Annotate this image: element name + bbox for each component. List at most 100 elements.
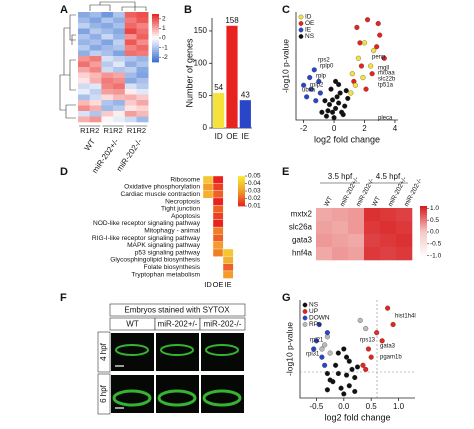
colorbar-tick-label: -1.0 bbox=[430, 252, 442, 259]
data-point bbox=[334, 94, 340, 100]
legend-swatch bbox=[302, 302, 308, 308]
colorbar-strip bbox=[152, 18, 159, 21]
heatmap-cell bbox=[136, 105, 149, 112]
data-point bbox=[333, 105, 339, 111]
heatmap-cell bbox=[124, 89, 137, 95]
heatmap-cell bbox=[78, 78, 90, 84]
colorbar-strip bbox=[152, 44, 159, 47]
colorbar-strip bbox=[420, 245, 427, 248]
embryo-signal bbox=[160, 344, 194, 356]
row-label: Ribosome bbox=[170, 176, 200, 183]
heatmap-cell bbox=[78, 34, 90, 40]
data-point bbox=[349, 71, 355, 77]
heatmap-cell bbox=[124, 67, 137, 73]
row-header-box bbox=[97, 331, 111, 373]
x-tick-label: OE bbox=[226, 132, 238, 141]
heatmap-cell bbox=[212, 241, 224, 250]
heatmap-cell bbox=[101, 56, 114, 62]
heatmap-cell bbox=[222, 270, 234, 279]
column-label: R1R2 bbox=[127, 126, 146, 135]
bar bbox=[239, 100, 251, 128]
heatmap-cell bbox=[136, 61, 149, 68]
value-label: 158 bbox=[225, 16, 239, 25]
y-tick-label: 150 bbox=[194, 26, 208, 35]
heatmap-cell bbox=[78, 56, 90, 62]
heatmap-cell bbox=[136, 28, 149, 35]
colorbar-strip bbox=[238, 197, 245, 199]
colorbar-tick-label: 1.0 bbox=[430, 205, 439, 212]
heatmap-cell bbox=[101, 28, 114, 35]
heatmap-cell bbox=[124, 50, 137, 57]
heatmap-cell bbox=[78, 17, 90, 24]
heatmap-cell bbox=[380, 234, 397, 248]
heatmap-cell bbox=[202, 183, 214, 192]
data-point bbox=[352, 82, 358, 88]
y-tick-label: 50 bbox=[198, 91, 207, 100]
colorbar-strip bbox=[152, 26, 159, 29]
heatmap-cell bbox=[78, 89, 90, 95]
x-axis-label: log2 fold change bbox=[314, 134, 380, 144]
colorbar-strip bbox=[152, 56, 159, 59]
heatmap-cell bbox=[348, 221, 365, 235]
colorbar-strip bbox=[420, 214, 427, 218]
heatmap-cell bbox=[89, 83, 102, 90]
legend-label: UP bbox=[309, 308, 318, 315]
colorbar-tick-label: -0.5 bbox=[430, 241, 442, 248]
data-point bbox=[354, 24, 360, 30]
panel-label: F bbox=[60, 292, 67, 304]
heatmap-cell bbox=[89, 61, 102, 68]
colorbar-strip bbox=[420, 255, 427, 259]
heatmap-cell bbox=[222, 263, 234, 272]
colorbar-strip bbox=[420, 232, 427, 235]
colorbar-strip bbox=[152, 50, 159, 53]
y-tick-label: 0 bbox=[203, 123, 208, 132]
data-point bbox=[329, 109, 336, 115]
embryo-signal bbox=[112, 389, 152, 407]
title-box bbox=[109, 303, 246, 317]
heatmap-cell bbox=[212, 190, 224, 199]
legend-label: OE bbox=[305, 20, 315, 27]
row-header-box bbox=[97, 373, 111, 415]
heatmap-cell bbox=[316, 221, 333, 235]
colorbar-strip bbox=[420, 238, 427, 242]
data-point bbox=[329, 97, 336, 103]
column-header: miR-202-/- bbox=[204, 320, 242, 329]
heatmap-cell bbox=[316, 247, 333, 261]
heatmap-cell bbox=[101, 78, 114, 84]
heatmap-cell bbox=[124, 78, 137, 84]
colorbar-strip bbox=[420, 208, 427, 211]
colorbar-strip bbox=[420, 225, 427, 229]
colorbar-strip bbox=[238, 178, 245, 181]
heatmap-cell bbox=[396, 221, 413, 235]
dendrogram bbox=[59, 1, 147, 119]
heatmap-cell bbox=[124, 100, 137, 106]
column-label: OE bbox=[213, 280, 224, 289]
row-label: Glycosphingolipid biosynthesis bbox=[110, 257, 201, 264]
heatmap-cell bbox=[124, 23, 137, 29]
colorbar-strip bbox=[152, 20, 159, 23]
heatmap-cell bbox=[348, 208, 365, 222]
heatmap-cell bbox=[78, 28, 90, 35]
legend-swatch bbox=[298, 14, 304, 20]
row-label: Necroptosis bbox=[165, 198, 201, 205]
colorbar-strip bbox=[152, 22, 159, 25]
legend-swatch bbox=[298, 34, 304, 39]
heatmap-cell bbox=[124, 116, 137, 123]
colorbar-strip bbox=[152, 36, 159, 39]
heatmap-cell bbox=[78, 111, 90, 117]
row-label: mxtx2 bbox=[291, 210, 313, 219]
colorbar-strip bbox=[238, 196, 245, 198]
heatmap-cell bbox=[113, 94, 126, 101]
embryo-signal bbox=[205, 344, 239, 356]
colorbar-strip bbox=[152, 34, 159, 37]
colorbar-tick-label: 0.01 bbox=[248, 203, 261, 210]
heatmap-cell bbox=[212, 219, 224, 228]
row-label: gata3 bbox=[292, 236, 313, 245]
data-point bbox=[368, 354, 374, 360]
heatmap-cell bbox=[332, 221, 349, 235]
colorbar-strip bbox=[152, 28, 159, 31]
heatmap-cell bbox=[113, 45, 126, 51]
colorbar-strip bbox=[238, 182, 245, 184]
colorbar-strip bbox=[238, 176, 245, 178]
heatmap-cell bbox=[89, 116, 102, 123]
